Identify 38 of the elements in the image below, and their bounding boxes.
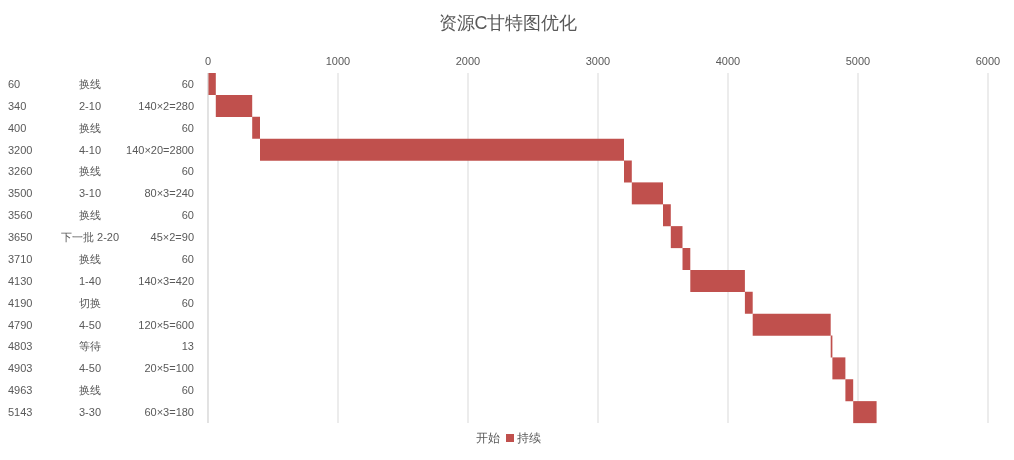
x-tick-label: 1000 <box>325 55 351 67</box>
bar <box>215 94 253 117</box>
category-label: 4803 等待 13 <box>8 340 194 353</box>
category-label: 3500 3-10 80×3=240 <box>8 187 194 200</box>
category-label: 3650 下一批 2-20 45×2=90 <box>8 231 194 244</box>
bar <box>690 269 745 292</box>
category-label: 4790 4-50 120×5=600 <box>8 318 194 331</box>
category-label: 60 换线 60 <box>8 77 194 90</box>
legend-label: 持续 <box>516 429 541 447</box>
category-label: 3200 4-10 140×20=2800 <box>8 143 194 156</box>
category-label: 4130 1-40 140×3=420 <box>8 274 194 287</box>
bar <box>744 291 753 314</box>
bar <box>853 401 877 424</box>
x-tick-label: 2000 <box>455 55 481 67</box>
category-label: 3560 换线 60 <box>8 209 194 222</box>
text: 开始 <box>475 429 500 447</box>
category-label: 4903 4-50 20×5=100 <box>8 362 194 375</box>
bar <box>845 379 854 402</box>
x-tick-label: 6000 <box>975 55 1001 67</box>
bar <box>252 116 260 139</box>
chart-title: 资源C甘特图优化 <box>437 12 579 35</box>
bar <box>752 313 831 336</box>
bar <box>682 248 691 270</box>
category-label: 340 2-10 140×2=280 <box>8 99 194 112</box>
x-tick-label: 3000 <box>585 55 611 67</box>
category-label: 3710 换线 60 <box>8 252 194 265</box>
bar <box>260 138 624 161</box>
category-label: 4190 切换 60 <box>8 296 194 309</box>
x-tick-label: 4000 <box>715 55 741 67</box>
category-label: 5143 3-30 60×3=180 <box>8 406 194 419</box>
category-label: 4963 换线 60 <box>8 384 194 397</box>
bar <box>663 204 671 227</box>
bar <box>670 226 683 249</box>
category-label: 3260 换线 60 <box>8 165 194 178</box>
bar <box>208 73 216 95</box>
x-tick-label: 0 <box>204 55 212 67</box>
x-tick-label: 5000 <box>845 55 871 67</box>
category-label: 400 换线 60 <box>8 121 194 134</box>
